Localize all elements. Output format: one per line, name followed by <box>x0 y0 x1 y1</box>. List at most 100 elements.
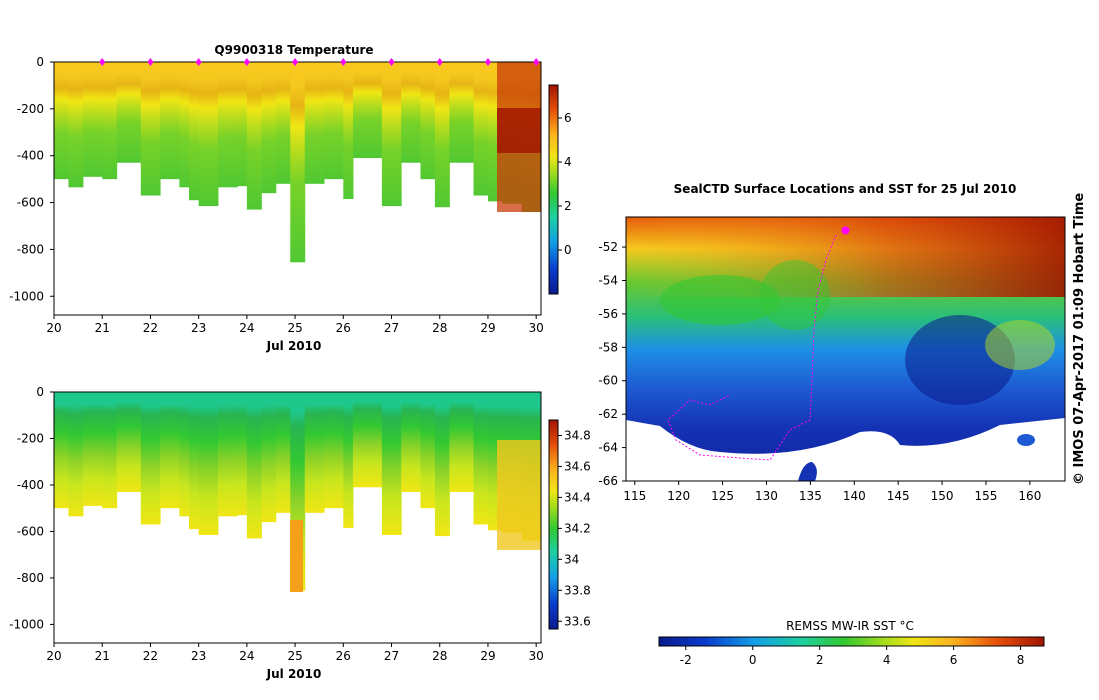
temperature-y-tick-label: 0 <box>36 55 44 69</box>
sst-colorbar-label: REMSS MW-IR SST °C <box>786 619 914 633</box>
sst-cb-tick-label: 4 <box>883 653 891 667</box>
temperature-x-tick-label: 30 <box>529 321 544 335</box>
salinity-profile-2 <box>82 392 103 506</box>
temperature-profile-9 <box>198 62 219 207</box>
map-y-tick-label: -62 <box>598 407 618 421</box>
salinity-y-tick-label: -1000 <box>9 617 44 631</box>
sst-coastal-patch <box>798 462 817 481</box>
profile-marker-4 <box>292 58 299 66</box>
map-y-tick-label: -60 <box>598 374 618 388</box>
salinity-profile-17 <box>324 392 344 509</box>
temperature-profile-23 <box>434 62 450 208</box>
profile-marker-9 <box>533 58 540 66</box>
temperature-profile-21 <box>401 62 421 163</box>
sst-island-patch <box>1017 434 1035 446</box>
map-y-tick-label: -66 <box>598 474 618 488</box>
temperature-profile-0 <box>54 62 69 180</box>
map-x-tick-label: 145 <box>887 489 910 503</box>
salinity-profile-18 <box>343 392 354 528</box>
temperature-profile-12 <box>246 62 262 210</box>
sst-cb-tick-label: 6 <box>950 653 958 667</box>
map-x-tick-label: 130 <box>755 489 778 503</box>
map-y-tick-label: -64 <box>598 441 618 455</box>
profile-marker-7 <box>436 58 443 66</box>
salinity-x-tick-label: 21 <box>95 649 110 663</box>
temperature-profile-20 <box>381 62 402 207</box>
temperature-profile-22 <box>420 62 436 180</box>
salinity-profile-16 <box>304 392 325 513</box>
map-x-tick-label: 115 <box>623 489 646 503</box>
temperature-y-tick-label: -400 <box>17 149 44 163</box>
temperature-profile-3 <box>102 62 118 180</box>
profile-marker-0 <box>99 58 106 66</box>
temperature-profile-24 <box>449 62 474 163</box>
salinity-plot-frame <box>53 391 542 644</box>
temperature-x-tick-label: 28 <box>432 321 447 335</box>
temperature-profile-17 <box>324 62 344 180</box>
salinity-y-tick-label: -400 <box>17 478 44 492</box>
sst-cb-tick-label: 2 <box>816 653 824 667</box>
salinity-profile-8 <box>189 392 200 530</box>
map-frame <box>625 216 1066 482</box>
temperature-profile-16 <box>304 62 325 184</box>
profile-markers <box>99 58 540 66</box>
salinity-cb-tick-label: 34.4 <box>564 490 591 504</box>
salinity-x-tick-label: 26 <box>336 649 351 663</box>
temperature-profile-4 <box>116 62 142 163</box>
map-x-tick-label: 135 <box>799 489 822 503</box>
salinity-profile-9 <box>198 392 219 535</box>
temperature-profile-11 <box>237 62 248 187</box>
temperature-x-tick-label: 26 <box>336 321 351 335</box>
temperature-chart-title: Q9900318 Temperature <box>214 43 373 57</box>
map-y-tick-label: -56 <box>598 307 618 321</box>
imos-credit: © IMOS 07-Apr-2017 01:09 Hobart Time <box>1072 193 1087 485</box>
salinity-cb-tick-label: 34 <box>564 552 579 566</box>
profile-marker-2 <box>195 58 202 66</box>
temperature-axes: 20 21 22 23 24 25 26 27 28 29 30 0 -200 -400 -600 -800 -… <box>9 55 544 335</box>
salinity-cb-tick-label: 34.6 <box>564 459 591 473</box>
salinity-profile-13 <box>261 392 277 523</box>
temperature-y-tick-label: -1000 <box>9 289 44 303</box>
temperature-colorbar <box>548 84 559 295</box>
temperature-profile-18 <box>343 62 354 200</box>
salinity-y-tick-label: -200 <box>17 431 44 445</box>
salinity-profile-20 <box>381 392 402 535</box>
map-y-tick-label: -54 <box>598 273 618 287</box>
temperature-x-tick-label: 22 <box>143 321 158 335</box>
salinity-deep-profile <box>290 520 303 592</box>
map-title: SealCTD Surface Locations and SST for 25… <box>674 182 1017 196</box>
map-x-tick-label: 155 <box>975 489 998 503</box>
profile-marker-8 <box>484 58 491 66</box>
map-y-tick-label: -52 <box>598 240 618 254</box>
temperature-x-tick-label: 27 <box>384 321 399 335</box>
sst-map <box>626 217 1065 481</box>
temperature-cb-tick-label: 4 <box>564 155 572 169</box>
temperature-x-tick-label: 24 <box>239 321 254 335</box>
temperature-profile-8 <box>189 62 200 201</box>
salinity-profile-22 <box>420 392 436 509</box>
salinity-profile-24 <box>449 392 474 492</box>
temperature-x-tick-label: 25 <box>287 321 302 335</box>
profile-marker-1 <box>147 58 154 66</box>
temperature-cb-tick-label: 6 <box>564 111 572 125</box>
salinity-profile-11 <box>237 392 248 516</box>
map-x-tick-label: 125 <box>711 489 734 503</box>
salinity-profile-25 <box>473 392 489 525</box>
map-x-tick-label: 140 <box>843 489 866 503</box>
temperature-profile-19 <box>352 62 383 159</box>
temperature-profile-1 <box>68 62 84 188</box>
salinity-profile-21 <box>401 392 421 492</box>
temperature-x-tick-label: 29 <box>480 321 495 335</box>
salinity-x-tick-label: 29 <box>480 649 495 663</box>
temperature-profile-15 <box>290 62 306 263</box>
temperature-warm-core <box>497 108 541 153</box>
map-axes: 115 120 125 130 135 140 145 150 155 160 -52 -54 -56 -… <box>598 240 1041 503</box>
salinity-profile-6 <box>160 392 180 509</box>
salinity-profile-7 <box>179 392 190 517</box>
temperature-profile-14 <box>275 62 291 184</box>
salinity-profile-14 <box>275 392 291 513</box>
salinity-axes: 20 21 22 23 24 25 26 27 28 29 30 0 -200 -400 -600 -800 -… <box>9 385 544 663</box>
antarctic-ice <box>626 418 1065 481</box>
salinity-profile-1 <box>68 392 84 517</box>
sst-warm-eddy <box>985 320 1055 370</box>
